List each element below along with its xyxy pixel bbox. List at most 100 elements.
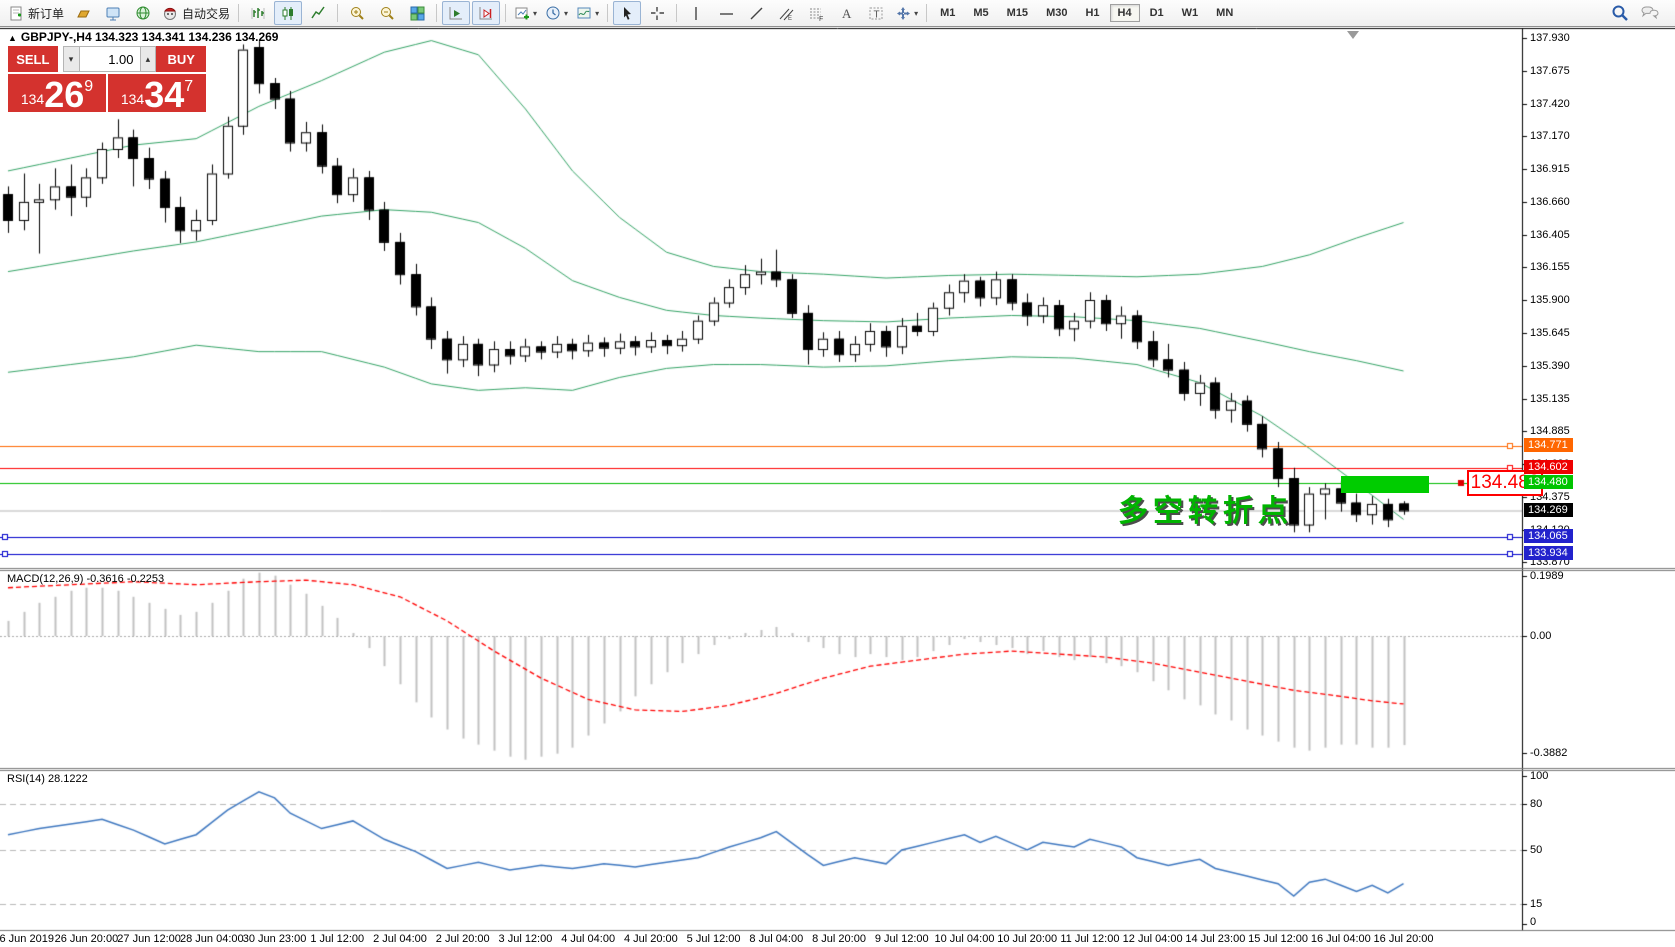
clock-icon: [545, 5, 562, 22]
trendline-button[interactable]: [742, 1, 770, 25]
autotrading-button[interactable]: 自动交易: [159, 1, 233, 25]
line-chart-button[interactable]: [304, 1, 332, 25]
annotation-text-object[interactable]: 多空转折点: [1118, 495, 1293, 528]
market-watch-button[interactable]: [99, 1, 127, 25]
macd-axis-label: -0.3882: [1530, 747, 1568, 760]
arrows-button[interactable]: ▾: [892, 1, 921, 25]
time-axis-label: 1 Jul 12:00: [310, 933, 365, 945]
rsi-axis-label: 100: [1530, 770, 1549, 782]
period-button-M1[interactable]: M1: [940, 7, 956, 19]
price-axis-tick-label: 134.885: [1530, 424, 1570, 437]
symbol-ohlc-text: GBPJPY-,H4 134.323 134.341 134.236 134.2…: [20, 30, 279, 44]
volume-input[interactable]: [79, 46, 140, 72]
toolbar-separator: [238, 4, 240, 22]
chart-shift-button[interactable]: [472, 1, 501, 25]
horizontal-line-button[interactable]: [712, 1, 740, 25]
hline-price-tag: 133.934: [1524, 545, 1573, 560]
time-axis-label: 11 Jul 12:00: [1060, 933, 1120, 945]
volume-increase-button[interactable]: ▴: [139, 46, 157, 72]
label-button[interactable]: T: [862, 1, 890, 25]
rsi-axis-label: 50: [1530, 844, 1543, 857]
new-chart-button[interactable]: ▾: [511, 1, 540, 25]
current-price-tag: 134.269: [1524, 502, 1573, 517]
labelT-icon: T: [868, 5, 885, 22]
chevron-down-icon[interactable]: ▾: [595, 8, 600, 18]
chevron-down-icon[interactable]: ▾: [564, 8, 569, 18]
globe-icon: [135, 5, 152, 22]
chevron-down-icon[interactable]: ▾: [533, 8, 538, 18]
chart-tool-button[interactable]: [69, 1, 97, 25]
text-button[interactable]: A: [832, 1, 860, 25]
macd-axis-label: 0.1989: [1530, 569, 1564, 582]
period-button-D1[interactable]: D1: [1149, 7, 1164, 19]
period-button-M15[interactable]: M15: [1006, 7, 1029, 19]
period-button-W1[interactable]: W1: [1181, 7, 1199, 19]
rsi-axis-label: 80: [1530, 798, 1543, 811]
crosshair-button[interactable]: [643, 1, 671, 25]
time-axis-label: 15 Jul 12:00: [1248, 933, 1309, 945]
time-axis-label: 4 Jul 04:00: [561, 933, 616, 945]
price-callout-box[interactable]: 134.480: [1467, 470, 1543, 496]
period-button-M5[interactable]: M5: [973, 7, 989, 19]
time-axis-label: 16 Jul 20:00: [1373, 933, 1434, 945]
new-order-button-label: 新订单: [28, 6, 65, 21]
newchart-icon: [514, 5, 531, 22]
period-button-H4[interactable]: H4: [1109, 4, 1140, 22]
vline-icon: [688, 5, 705, 22]
one-click-trading-panel: SELL ▾ ▴ BUY 134 26 9 134 34 7: [8, 46, 206, 113]
time-axis-label: 5 Jul 12:00: [686, 933, 741, 945]
svg-text:F: F: [819, 16, 823, 22]
zoom-in-button[interactable]: [343, 1, 371, 25]
cursor-button[interactable]: [613, 1, 642, 25]
vertical-line-button[interactable]: [682, 1, 710, 25]
buy-price-display[interactable]: 134 34 7: [108, 74, 206, 113]
svg-text:E: E: [788, 16, 792, 22]
time-axis-label: 12 Jul 04:00: [1122, 933, 1183, 945]
highlight-rectangle-object[interactable]: [1340, 476, 1429, 493]
time-axis-label: 26 Jun 20:00: [54, 933, 119, 945]
time-axis-label: 10 Jul 20:00: [997, 933, 1058, 945]
rsi-axis-label: 0: [1530, 916, 1537, 928]
price-axis-tick-label: 135.135: [1530, 392, 1570, 405]
period-button-H1[interactable]: H1: [1085, 7, 1100, 19]
new-order-button[interactable]: 新订单: [5, 1, 67, 25]
sell-button[interactable]: SELL: [8, 46, 58, 72]
search-icon: [1611, 4, 1629, 22]
macd-indicator-label: MACD(12,26,9) -0.3616 -0.2253: [7, 573, 165, 585]
cursor-icon: [619, 5, 636, 22]
channel-button[interactable]: E: [772, 1, 800, 25]
chartshift-icon: [478, 5, 495, 22]
sell-price-display[interactable]: 134 26 9: [8, 74, 106, 113]
volume-decrease-button[interactable]: ▾: [62, 46, 80, 72]
price-axis-tick-label: 135.645: [1530, 326, 1570, 339]
time-axis-label: 8 Jul 20:00: [812, 933, 866, 945]
period-button-M30[interactable]: M30: [1046, 7, 1068, 19]
buy-button[interactable]: BUY: [156, 46, 206, 72]
search-button[interactable]: [1606, 1, 1634, 25]
scro ll-end-marker-icon[interactable]: [1347, 31, 1359, 39]
zoomout-icon: [379, 5, 396, 22]
chevron-down-icon[interactable]: ▾: [914, 8, 919, 18]
bar-chart-button[interactable]: [244, 1, 272, 25]
templates-button[interactable]: ▾: [573, 1, 602, 25]
monitor-icon: [105, 5, 122, 22]
hline-price-tag: 134.065: [1524, 528, 1573, 543]
time-axis-label: 28 Jun 04:00: [180, 933, 244, 945]
tile-windows-button[interactable]: [403, 1, 431, 25]
time-axis-label: 14 Jul 23:00: [1185, 933, 1246, 945]
symbol-ohlc-title: ▲ GBPJPY-,H4 134.323 134.341 134.236 134.…: [8, 30, 278, 44]
fibonacci-button[interactable]: F: [802, 1, 830, 25]
periods-menu-button[interactable]: ▾: [542, 1, 571, 25]
period-button-MN[interactable]: MN: [1216, 7, 1234, 19]
zoom-out-button[interactable]: [373, 1, 401, 25]
price-axis-tick-label: 136.405: [1530, 228, 1570, 241]
auto-scroll-button[interactable]: [442, 1, 471, 25]
signals-button[interactable]: [129, 1, 157, 25]
chat-button[interactable]: [1636, 1, 1664, 25]
toolbar-separator: [337, 4, 339, 22]
candlestick-chart-button[interactable]: [274, 1, 303, 25]
hline-price-tag: 134.480: [1524, 475, 1573, 490]
collapse-arrow-icon[interactable]: ▲: [8, 33, 17, 43]
